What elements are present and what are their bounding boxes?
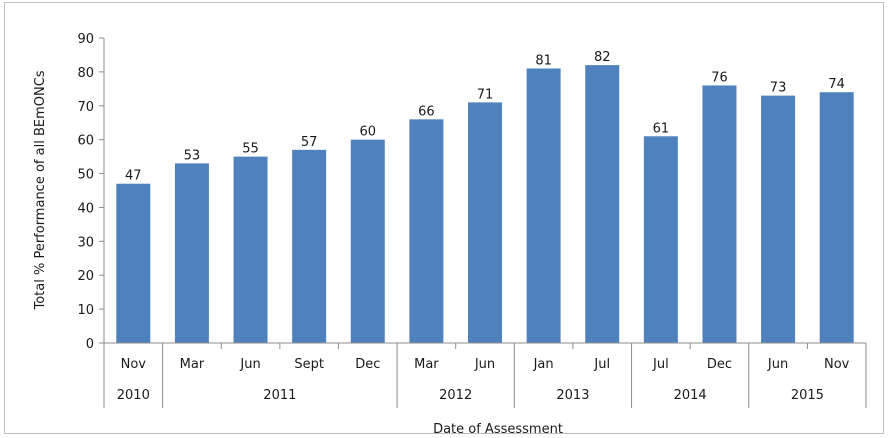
bar (819, 92, 854, 343)
x-category-label: Jun (474, 357, 495, 372)
y-tick-label: 20 (77, 269, 94, 284)
y-tick-label: 70 (77, 100, 94, 115)
bar (350, 139, 385, 343)
bar (409, 119, 444, 343)
bar (468, 102, 502, 343)
x-year-label: 2015 (791, 388, 824, 403)
data-label: 57 (301, 135, 318, 150)
x-category-label: Jun (239, 357, 260, 372)
bar-series (116, 65, 854, 343)
x-year-label: 2013 (556, 388, 589, 403)
y-tick-label: 40 (77, 201, 94, 216)
x-category-label: Nov (824, 357, 850, 372)
x-category-label: Mar (414, 357, 439, 372)
bar (233, 156, 268, 343)
bar (174, 163, 209, 343)
x-year-label: 2011 (263, 388, 296, 403)
bar (761, 95, 796, 343)
x-year-label: 2014 (674, 388, 707, 403)
data-labels: 47 53 55 57 60 66 71 81 82 61 76 73 74 (125, 50, 845, 184)
x-year-label: 2012 (439, 388, 472, 403)
y-tick-label: 0 (86, 337, 94, 352)
bar (116, 183, 151, 343)
x-category-label: Jul (652, 357, 669, 372)
data-label: 73 (770, 81, 787, 96)
x-category-label: Dec (355, 357, 380, 372)
chart-frame (4, 2, 884, 434)
y-tick-label: 60 (77, 134, 94, 149)
bar (702, 85, 737, 343)
y-tick-label: 50 (77, 168, 94, 183)
bar (292, 149, 327, 343)
bar (643, 136, 678, 343)
data-label: 53 (184, 148, 201, 163)
y-axis-title: Total % Performance of all BEmONCs (33, 70, 48, 310)
y-axis: 0 10 20 30 40 50 60 70 80 90 (77, 32, 105, 352)
data-label: 47 (125, 169, 142, 184)
x-year-label: 2010 (117, 388, 150, 403)
y-axis-title-group: Total % Performance of all BEmONCs (33, 70, 48, 310)
data-label: 60 (359, 125, 376, 140)
data-label: 71 (477, 87, 494, 102)
x-category-label: Jan (533, 357, 554, 372)
data-label: 74 (828, 77, 845, 92)
y-tick-label: 80 (77, 66, 94, 81)
x-category-label: Mar (180, 357, 205, 372)
data-label: 82 (594, 50, 611, 65)
y-tick-label: 30 (77, 235, 94, 250)
data-label: 61 (653, 121, 670, 136)
y-tick-label: 90 (77, 32, 94, 47)
data-label: 55 (242, 142, 259, 157)
x-category-label: Dec (707, 357, 732, 372)
x-axis: Nov Mar Jun Sept Dec Mar Jun Jan Jul Jul Dec Jun Nov… (103, 342, 867, 408)
x-category-label: Sept (294, 357, 324, 372)
bar (585, 65, 620, 343)
data-label: 81 (535, 54, 552, 69)
data-label: 76 (711, 70, 728, 85)
data-label: 66 (418, 104, 435, 119)
x-category-label: Jun (767, 357, 788, 372)
bar (526, 68, 561, 343)
x-category-label: Nov (121, 357, 147, 372)
x-category-label: Jul (593, 357, 610, 372)
x-axis-title: Date of Assessment (433, 422, 563, 437)
y-tick-label: 10 (77, 303, 94, 318)
